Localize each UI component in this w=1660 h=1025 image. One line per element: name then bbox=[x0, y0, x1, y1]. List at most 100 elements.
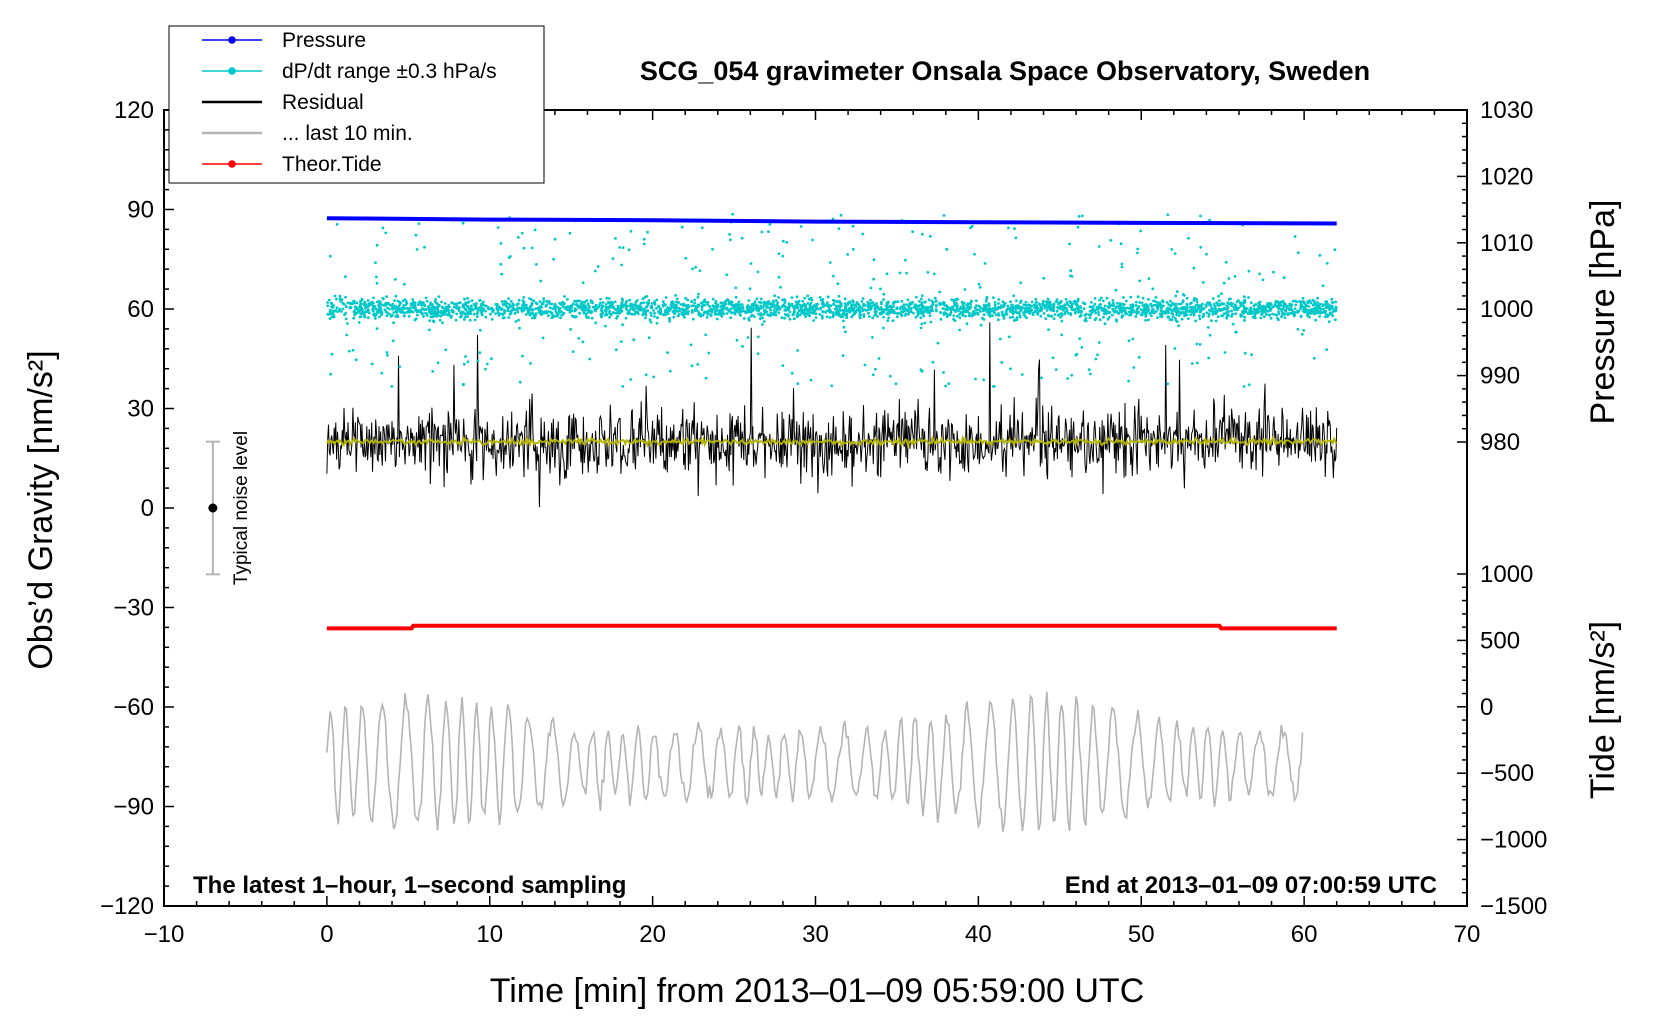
dpdt-point bbox=[715, 317, 719, 321]
dpdt-point bbox=[753, 300, 757, 304]
dpdt-point bbox=[533, 228, 537, 232]
dpdt-point bbox=[901, 305, 904, 309]
dpdt-point bbox=[629, 307, 632, 311]
dpdt-point bbox=[828, 307, 831, 311]
dpdt-point bbox=[679, 303, 683, 306]
dpdt-point bbox=[1272, 304, 1276, 308]
dpdt-point bbox=[1260, 305, 1264, 308]
dpdt-point bbox=[820, 298, 824, 302]
dpdt-point bbox=[903, 307, 907, 311]
dpdt-point bbox=[1226, 310, 1230, 314]
legend-label: Pressure bbox=[282, 29, 366, 52]
dpdt-point bbox=[490, 357, 493, 361]
dpdt-point bbox=[1066, 303, 1069, 306]
dpdt-point bbox=[923, 321, 927, 325]
dpdt-point bbox=[722, 312, 726, 316]
dpdt-point bbox=[386, 306, 389, 310]
dpdt-point bbox=[460, 312, 463, 316]
dpdt-point bbox=[842, 325, 846, 329]
dpdt-point bbox=[1174, 302, 1178, 306]
dpdt-point bbox=[451, 310, 455, 314]
dpdt-point bbox=[547, 314, 550, 318]
dpdt-point bbox=[1100, 296, 1103, 300]
dpdt-point bbox=[1007, 226, 1010, 230]
dpdt-point bbox=[531, 312, 535, 316]
dpdt-point bbox=[516, 310, 520, 314]
x-axis-title: Time [min] from 2013–01–09 05:59:00 UTC bbox=[490, 972, 1145, 1010]
dpdt-point bbox=[436, 306, 439, 310]
dpdt-point bbox=[541, 336, 545, 340]
dpdt-point bbox=[909, 310, 913, 314]
dpdt-point bbox=[777, 275, 781, 279]
dpdt-point bbox=[466, 296, 469, 300]
dpdt-point bbox=[1009, 367, 1012, 371]
dpdt-point bbox=[843, 302, 847, 306]
dpdt-point bbox=[1308, 299, 1311, 302]
dpdt-point bbox=[1101, 299, 1105, 303]
dpdt-point bbox=[326, 301, 329, 304]
dpdt-point bbox=[1243, 351, 1247, 355]
dpdt-point bbox=[863, 304, 867, 307]
series-residual-smoothed bbox=[326, 434, 1338, 450]
dpdt-point bbox=[697, 292, 700, 296]
dpdt-point bbox=[524, 313, 528, 316]
dpdt-point bbox=[1188, 305, 1192, 309]
dpdt-point bbox=[943, 311, 947, 315]
dpdt-point bbox=[1300, 332, 1304, 336]
dpdt-point bbox=[1227, 277, 1231, 280]
dpdt-point bbox=[344, 317, 348, 321]
dpdt-point bbox=[676, 300, 680, 304]
dpdt-point bbox=[357, 321, 361, 324]
dpdt-point bbox=[345, 333, 349, 337]
dpdt-point bbox=[755, 297, 759, 301]
dpdt-point bbox=[850, 315, 854, 319]
dpdt-point bbox=[1111, 307, 1115, 311]
dpdt-point bbox=[656, 316, 659, 320]
dpdt-point bbox=[1157, 301, 1160, 305]
dpdt-point bbox=[369, 303, 373, 306]
dpdt-point bbox=[1217, 308, 1220, 312]
dpdt-point bbox=[792, 317, 796, 321]
dpdt-point bbox=[600, 306, 603, 310]
dpdt-point bbox=[515, 303, 519, 307]
dpdt-point bbox=[1030, 300, 1034, 304]
dpdt-point bbox=[535, 263, 538, 266]
dpdt-point bbox=[349, 306, 353, 310]
dpdt-point bbox=[790, 296, 794, 299]
dpdt-point bbox=[1118, 306, 1122, 310]
dpdt-point bbox=[1175, 290, 1179, 293]
dpdt-point bbox=[841, 354, 845, 357]
dpdt-point bbox=[1259, 316, 1263, 320]
dpdt-point bbox=[1134, 304, 1138, 307]
dpdt-point bbox=[1034, 297, 1038, 301]
dpdt-point bbox=[1127, 310, 1131, 314]
dpdt-point bbox=[1243, 319, 1246, 322]
dpdt-point bbox=[505, 304, 508, 308]
dpdt-point bbox=[439, 309, 443, 313]
dpdt-point bbox=[1050, 314, 1054, 318]
dpdt-point bbox=[844, 305, 848, 308]
dpdt-point bbox=[1134, 310, 1138, 314]
left-y-tick-label: −60 bbox=[113, 694, 154, 721]
dpdt-point bbox=[914, 307, 918, 311]
dpdt-point bbox=[864, 309, 868, 312]
dpdt-point bbox=[1234, 312, 1238, 315]
dpdt-point bbox=[534, 307, 538, 310]
dpdt-point bbox=[881, 308, 884, 311]
dpdt-point bbox=[621, 299, 624, 302]
dpdt-point bbox=[991, 314, 994, 317]
dpdt-point bbox=[1139, 229, 1143, 233]
dpdt-point bbox=[809, 378, 813, 382]
dpdt-point bbox=[1044, 317, 1048, 321]
dpdt-point bbox=[1015, 299, 1018, 303]
dpdt-point bbox=[888, 374, 892, 378]
dpdt-point bbox=[851, 247, 855, 251]
dpdt-point bbox=[766, 305, 769, 309]
dpdt-point bbox=[1313, 309, 1317, 313]
dpdt-point bbox=[1022, 303, 1026, 307]
dpdt-point bbox=[1000, 310, 1004, 314]
dpdt-point bbox=[690, 299, 694, 303]
dpdt-point bbox=[1173, 347, 1177, 350]
dpdt-point bbox=[621, 246, 625, 250]
